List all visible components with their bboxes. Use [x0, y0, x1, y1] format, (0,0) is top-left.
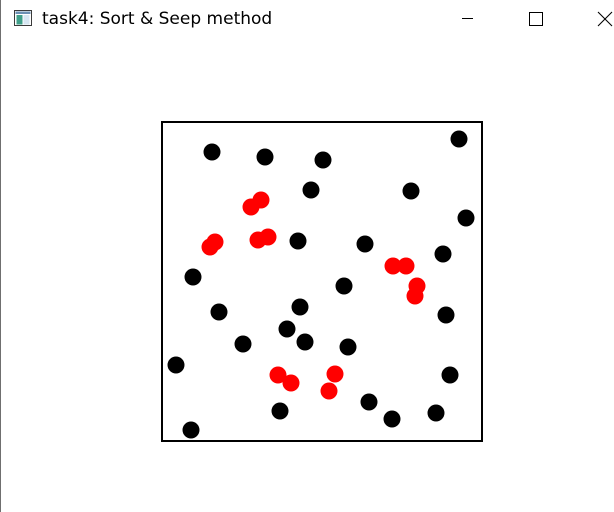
- highlighted-point: [269, 366, 287, 384]
- point: [427, 404, 445, 422]
- point: [296, 333, 314, 351]
- highlighted-point: [397, 257, 415, 275]
- point: [256, 148, 274, 166]
- point: [203, 143, 221, 161]
- highlighted-point: [326, 365, 344, 383]
- point: [314, 151, 332, 169]
- point: [339, 338, 357, 356]
- close-button[interactable]: [580, 0, 614, 38]
- highlighted-point: [206, 233, 224, 251]
- point: [182, 421, 200, 439]
- point: [167, 356, 185, 374]
- point-canvas: [161, 121, 483, 442]
- point: [184, 268, 202, 286]
- point: [360, 393, 378, 411]
- point: [335, 277, 353, 295]
- minimize-button[interactable]: [446, 0, 492, 38]
- point: [356, 235, 374, 253]
- point: [402, 182, 420, 200]
- window-title: task4: Sort & Seep method: [42, 9, 273, 29]
- point: [278, 320, 296, 338]
- points-layer: [167, 130, 475, 439]
- point: [291, 298, 309, 316]
- point: [271, 402, 289, 420]
- point: [234, 335, 252, 353]
- highlighted-point: [252, 191, 270, 209]
- point: [441, 366, 459, 384]
- point: [289, 232, 307, 250]
- point: [457, 209, 475, 227]
- highlighted-point: [384, 257, 402, 275]
- highlighted-point: [282, 374, 300, 392]
- point: [383, 410, 401, 428]
- highlighted-point: [259, 228, 277, 246]
- highlighted-point: [406, 287, 424, 305]
- point: [302, 181, 320, 199]
- bounding-frame: [161, 121, 483, 442]
- client-area: [1, 38, 614, 512]
- title-bar[interactable]: task4: Sort & Seep method: [1, 0, 614, 38]
- highlighted-point: [320, 382, 338, 400]
- point: [437, 306, 455, 324]
- point: [434, 245, 452, 263]
- point: [450, 130, 468, 148]
- app-window-icon: [14, 10, 32, 26]
- point: [210, 303, 228, 321]
- maximize-button[interactable]: [513, 0, 559, 38]
